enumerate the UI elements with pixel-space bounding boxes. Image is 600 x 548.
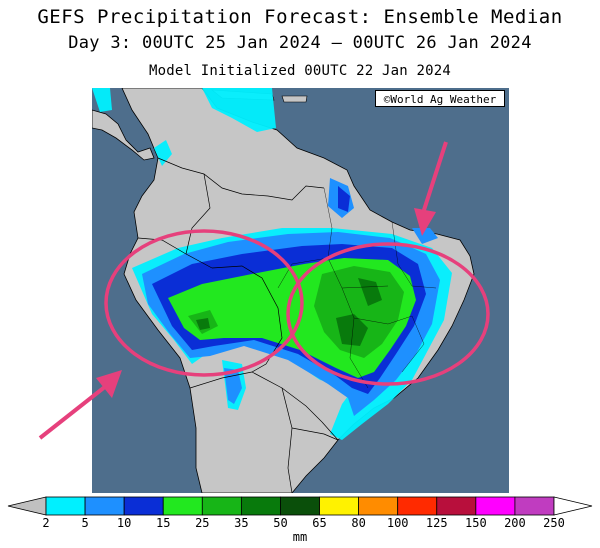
colorbar-tick-label: 150 [465, 516, 487, 530]
highlight-circle-west [104, 229, 304, 377]
colorbar-bin [553, 496, 593, 516]
colorbar-tick-label: 35 [234, 516, 249, 530]
colorbar-bin [280, 496, 320, 516]
colorbar-bin [123, 496, 164, 516]
precip-colorbar [7, 496, 593, 516]
colorbar-bin [397, 496, 438, 516]
colorbar-bin [7, 496, 47, 516]
colorbar-bin [358, 496, 399, 516]
colorbar-bin [514, 496, 555, 516]
colorbar-tick-label: 5 [81, 516, 89, 530]
colorbar-tick-label: 15 [155, 516, 171, 530]
colorbar-tick-label: 10 [116, 516, 132, 530]
colorbar-tick-label: 100 [386, 516, 409, 530]
colorbar-bin [436, 496, 477, 516]
highlight-circle-east [286, 242, 490, 386]
colorbar-tick-label: 250 [543, 516, 565, 530]
map-subtitle: Day 3: 00UTC 25 Jan 2024 — 00UTC 26 Jan … [68, 33, 532, 53]
arrow-southwest [38, 370, 122, 440]
colorbar-tick-label: 65 [312, 516, 327, 530]
colorbar-tick-label: 80 [351, 516, 366, 530]
precip-darkgreen [196, 278, 382, 346]
colorbar-tick-label: 25 [195, 516, 210, 530]
country-borders [137, 157, 339, 493]
colorbar-unit: mm [292, 530, 308, 544]
colorbar-bin [475, 496, 516, 516]
map-title: GEFS Precipitation Forecast: Ensemble Me… [37, 6, 563, 28]
colorbar-bin [45, 496, 86, 516]
colorbar-bin [201, 496, 242, 516]
credit-label: ©World Ag Weather [375, 90, 505, 107]
colorbar-bin [162, 496, 203, 516]
arrow-northeast [414, 141, 448, 236]
land-central-america [92, 109, 155, 161]
colorbar-bin [84, 496, 125, 516]
colorbar-tick-label: 125 [425, 516, 448, 530]
colorbar-tick-label: 200 [504, 516, 526, 530]
precipitation-map [92, 88, 509, 493]
model-init-label: Model Initialized 00UTC 22 Jan 2024 [148, 63, 451, 79]
colorbar-tick-label: 50 [273, 516, 288, 530]
colorbar-tick-label: 2 [42, 516, 50, 530]
colorbar-bin [240, 496, 281, 516]
colorbar-bin [319, 496, 360, 516]
